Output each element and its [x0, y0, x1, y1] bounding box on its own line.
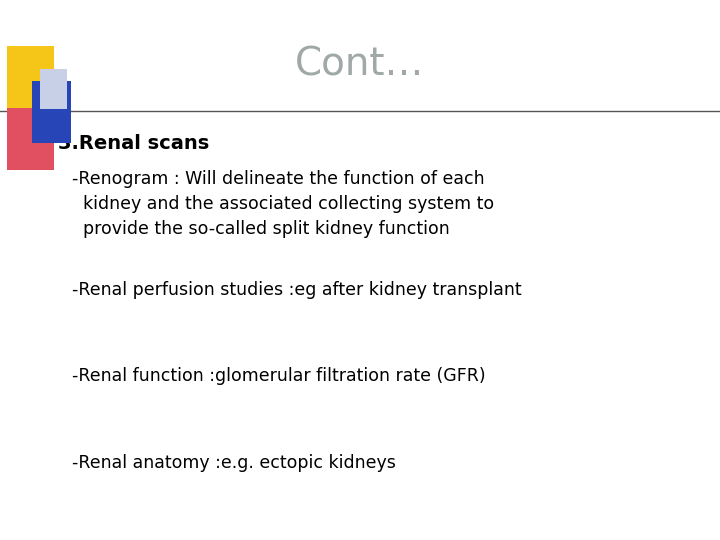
Text: -Renal function :glomerular filtration rate (GFR): -Renal function :glomerular filtration r… — [72, 367, 485, 385]
Text: Cont…: Cont… — [295, 46, 425, 84]
FancyBboxPatch shape — [40, 69, 67, 109]
Text: -Renal anatomy :e.g. ectopic kidneys: -Renal anatomy :e.g. ectopic kidneys — [72, 454, 396, 471]
FancyBboxPatch shape — [7, 108, 54, 170]
FancyBboxPatch shape — [32, 81, 71, 143]
Text: 3.Renal scans: 3.Renal scans — [58, 133, 209, 153]
Text: -Renal perfusion studies :eg after kidney transplant: -Renal perfusion studies :eg after kidne… — [72, 281, 521, 299]
FancyBboxPatch shape — [7, 46, 54, 108]
Text: -Renogram : Will delineate the function of each
  kidney and the associated coll: -Renogram : Will delineate the function … — [72, 170, 494, 238]
